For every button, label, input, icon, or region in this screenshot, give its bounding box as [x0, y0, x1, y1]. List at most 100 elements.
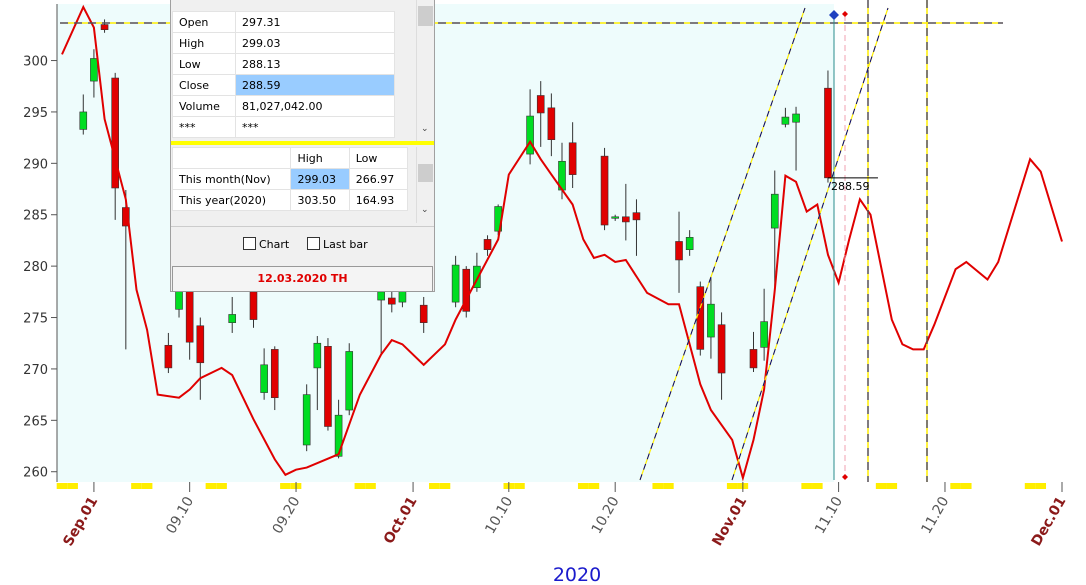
- date-footer: 12.03.2020 TH: [172, 266, 433, 292]
- candle-body: [760, 321, 768, 348]
- candle-body: [536, 95, 545, 114]
- candle-body: [111, 77, 119, 189]
- options: Chart Last bar: [171, 226, 434, 263]
- column-header: Low: [348, 147, 409, 169]
- weekend-mark: [354, 483, 366, 489]
- weekend-mark: [56, 483, 68, 489]
- scrollbar[interactable]: ⌄: [416, 147, 434, 223]
- candle-body: [249, 291, 258, 320]
- y-tick-label: 270: [23, 363, 48, 378]
- candle-body: [313, 342, 322, 369]
- candle-body: [377, 291, 385, 301]
- weekend-mark: [1035, 483, 1047, 489]
- row: Open 297.31: [172, 11, 395, 33]
- x-tick-label: Sep.01: [60, 494, 101, 549]
- weekend-mark: [1024, 483, 1036, 489]
- candle-body: [419, 304, 428, 323]
- weekend-mark: [726, 483, 738, 489]
- candle-body: [568, 142, 577, 175]
- checkbox[interactable]: Last bar: [307, 237, 368, 251]
- row: This year(2020) 303.50 164.93: [171, 189, 409, 211]
- candle-body: [324, 346, 332, 427]
- y-tick-label: 290: [23, 157, 48, 172]
- candle-body: [387, 297, 396, 305]
- y-tick-label: 265: [23, 414, 48, 429]
- candle-body: [526, 115, 534, 155]
- field-value: 288.59: [235, 74, 395, 96]
- candle-body: [696, 286, 705, 350]
- field-value: 299.03: [235, 32, 395, 54]
- candle-body: [79, 111, 88, 130]
- weekend-markers: [56, 483, 1047, 489]
- row: Close 288.59: [172, 74, 395, 96]
- y-tick-label: 275: [23, 312, 48, 327]
- candle-body: [185, 289, 194, 343]
- row: *** ***: [172, 116, 395, 138]
- data-window: Open 297.31 High 299.03 Low 288.13 Close 288.59…: [170, 0, 435, 292]
- column-header: High: [290, 147, 350, 169]
- row-label: This month(Nov): [171, 168, 292, 190]
- candle-body: [196, 325, 205, 364]
- x-tick-label: 09.10: [163, 494, 197, 537]
- cell: 164.93: [348, 189, 409, 211]
- field-value: ***: [235, 116, 395, 138]
- candle-body: [622, 216, 630, 223]
- candle-body: [685, 237, 694, 250]
- candle-body: [781, 116, 790, 125]
- candle-body: [600, 155, 609, 226]
- weekend-mark: [67, 483, 78, 489]
- checkbox[interactable]: Chart: [243, 237, 289, 251]
- field-value: 297.31: [235, 11, 395, 33]
- weekend-mark: [950, 483, 961, 489]
- weekend-mark: [886, 483, 898, 489]
- candle-body: [164, 344, 173, 369]
- weekend-mark: [588, 483, 600, 489]
- candle-body: [228, 314, 237, 323]
- candle-body: [473, 265, 481, 289]
- candle-body: [707, 303, 715, 338]
- row: Volume 81,027,042.00: [172, 95, 395, 117]
- field-name: Low: [172, 53, 236, 75]
- y-tick-label: 300: [23, 55, 48, 70]
- header-row: High Low: [171, 147, 409, 169]
- x-tick-label: Oct.01: [381, 494, 421, 547]
- candle-body: [770, 193, 779, 229]
- candle-body: [451, 264, 460, 303]
- cell: 303.50: [290, 189, 350, 211]
- y-tick-label: 295: [23, 106, 48, 121]
- candle-body: [90, 58, 98, 82]
- corner-cell: [171, 147, 292, 169]
- scrollbar[interactable]: ⌄: [416, 0, 434, 141]
- field-value: 288.13: [235, 53, 395, 75]
- candle-body: [749, 349, 758, 369]
- row-label: This year(2020): [171, 189, 292, 211]
- weekend-mark: [216, 483, 227, 489]
- ohlc-table: Open 297.31 High 299.03 Low 288.13 Close 288.59…: [172, 11, 395, 138]
- weekend-mark: [365, 483, 376, 489]
- weekend-mark: [577, 483, 589, 489]
- checkbox-label: Last bar: [323, 238, 368, 251]
- candle-body: [345, 351, 354, 411]
- marker: [829, 10, 839, 20]
- cell: 299.03: [290, 168, 350, 190]
- row: High 299.03: [172, 32, 395, 54]
- field-name: High: [172, 32, 236, 54]
- x-tick-label: 10.20: [589, 494, 623, 537]
- field-name: ***: [172, 116, 236, 138]
- weekend-mark: [960, 483, 972, 489]
- x-tick-label: Nov.01: [709, 494, 750, 549]
- candle-body: [302, 394, 311, 446]
- weekend-mark: [801, 483, 812, 489]
- candle-body: [260, 364, 268, 393]
- x-tick-label: 11.20: [919, 494, 953, 537]
- candle-body: [175, 289, 183, 310]
- marker: [842, 474, 848, 480]
- weekend-mark: [429, 483, 440, 489]
- y-tick-label: 285: [23, 209, 48, 224]
- weekend-mark: [205, 483, 217, 489]
- trend-line: [639, 7, 806, 481]
- candle-body: [792, 113, 800, 123]
- marker: [842, 11, 848, 17]
